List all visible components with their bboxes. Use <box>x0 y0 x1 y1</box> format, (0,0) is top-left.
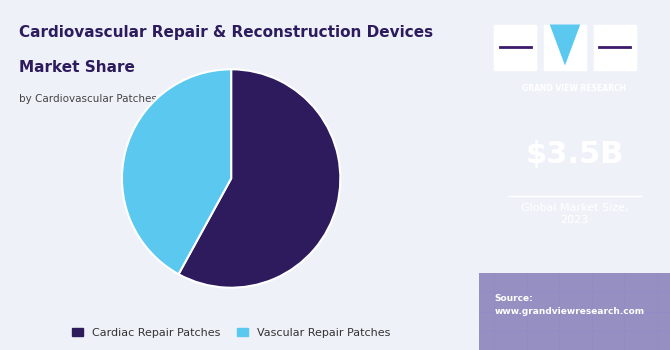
Text: GRAND VIEW RESEARCH: GRAND VIEW RESEARCH <box>523 84 626 93</box>
Text: Cardiovascular Repair & Reconstruction Devices: Cardiovascular Repair & Reconstruction D… <box>19 25 433 40</box>
Wedge shape <box>178 69 340 288</box>
FancyBboxPatch shape <box>494 25 536 70</box>
Text: by Cardiovascular Patches, 2023 (%): by Cardiovascular Patches, 2023 (%) <box>19 94 211 105</box>
Wedge shape <box>122 69 231 274</box>
FancyBboxPatch shape <box>544 25 586 70</box>
Text: Source:
www.grandviewresearch.com: Source: www.grandviewresearch.com <box>494 294 645 316</box>
Text: $3.5B: $3.5B <box>525 140 624 169</box>
Bar <box>479 273 670 350</box>
Text: Global Market Size,
2023: Global Market Size, 2023 <box>521 203 628 225</box>
Polygon shape <box>549 25 580 65</box>
FancyBboxPatch shape <box>594 25 636 70</box>
Legend: Cardiac Repair Patches, Vascular Repair Patches: Cardiac Repair Patches, Vascular Repair … <box>68 323 395 342</box>
Text: Market Share: Market Share <box>19 60 135 75</box>
